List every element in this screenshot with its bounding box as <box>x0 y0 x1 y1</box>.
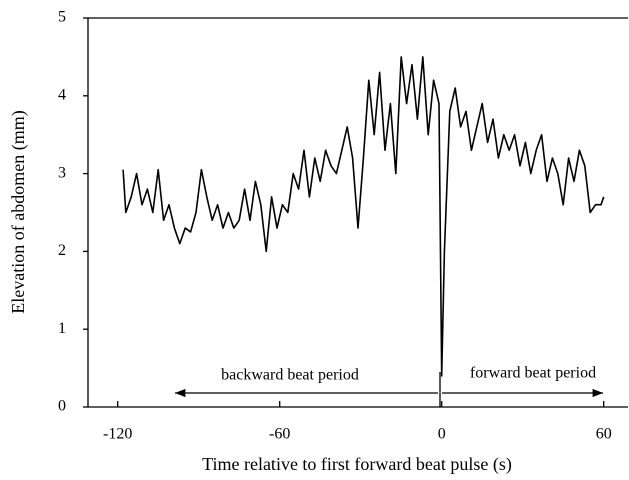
y-axis-label: Elevation of abdomen (mm) <box>8 110 29 313</box>
x-tick-label: -60 <box>269 426 290 443</box>
x-tick-label: 0 <box>438 426 446 443</box>
annotation: forward beat period <box>470 365 596 382</box>
y-tick-label: 3 <box>58 164 66 181</box>
y-tick-label: 0 <box>58 398 66 415</box>
x-axis-label: Time relative to first forward beat puls… <box>202 454 512 475</box>
x-tick-label: -120 <box>103 426 132 443</box>
data-line <box>122 56 605 377</box>
y-tick-label: 4 <box>58 86 66 103</box>
y-tick-label: 5 <box>58 9 66 26</box>
y-tick-label: 1 <box>58 320 66 337</box>
x-tick-label: 60 <box>596 426 612 443</box>
annotation: backward beat period <box>221 367 359 384</box>
y-tick-label: 2 <box>58 242 66 259</box>
